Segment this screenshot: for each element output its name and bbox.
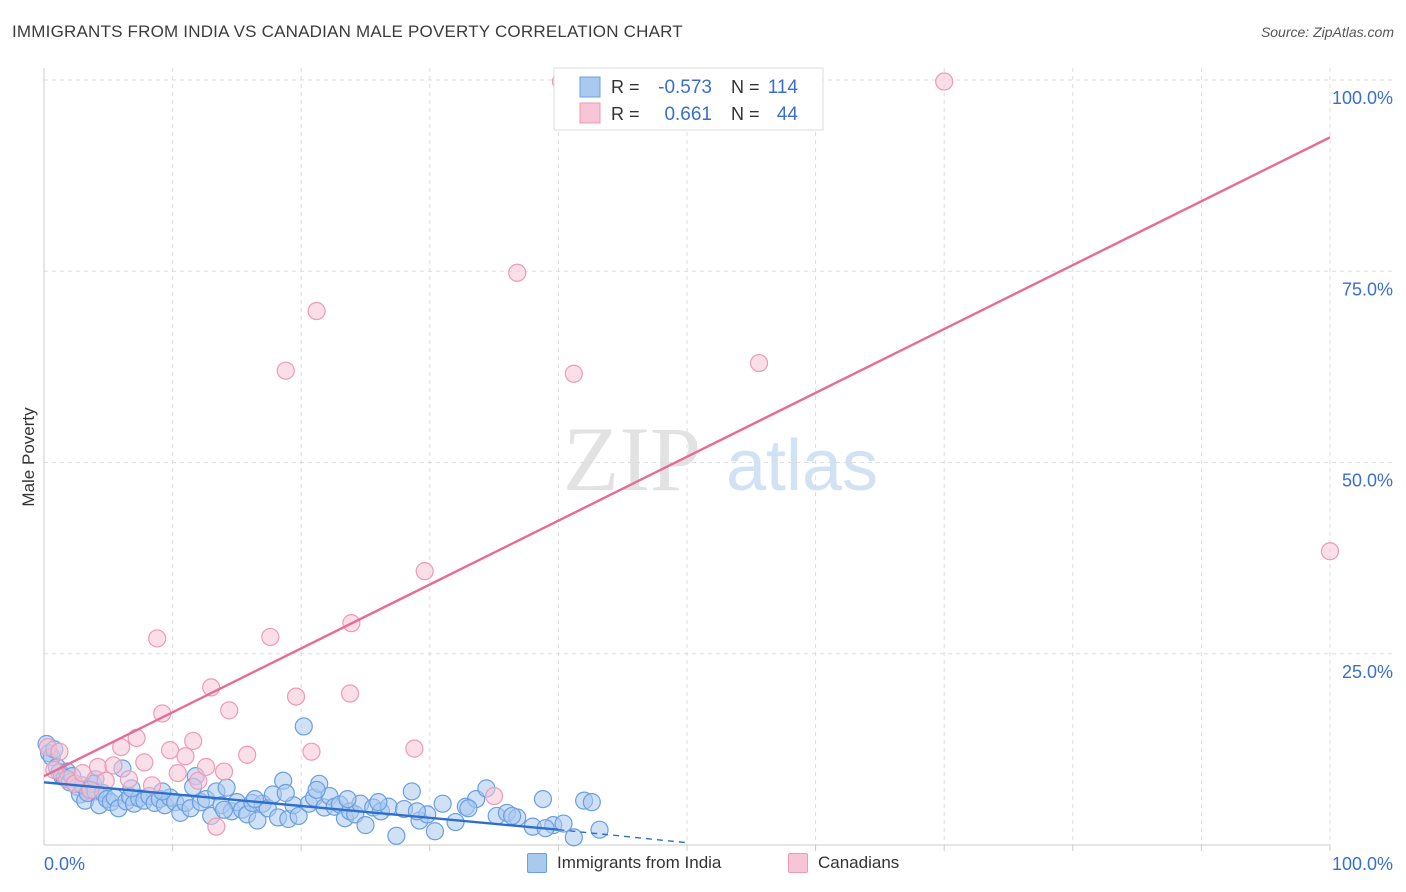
point-canadians [935, 72, 954, 91]
point-india [533, 789, 553, 809]
point-canadians [307, 301, 326, 321]
trend-line-india [43, 781, 559, 831]
stats-n-value-1: 114 [768, 77, 799, 98]
point-canadians [119, 770, 138, 789]
point-canadians [135, 753, 154, 772]
watermark-zip: ZIP [563, 408, 701, 510]
y-tick-label: 100.0% [1332, 88, 1393, 108]
point-india [294, 717, 313, 736]
point-india [402, 782, 421, 801]
stats-swatch-pink [579, 102, 601, 124]
point-canadians [214, 762, 234, 781]
point-india [356, 816, 375, 835]
point-canadians [261, 627, 280, 647]
point-canadians [81, 780, 100, 800]
point-india [245, 789, 265, 809]
x-tick-label-100: 100.0% [1332, 854, 1393, 874]
point-canadians [302, 742, 321, 761]
watermark-atlas: atlas [726, 426, 878, 506]
point-canadians [96, 771, 115, 790]
point-canadians [340, 684, 360, 703]
grid [44, 68, 1395, 845]
stats-r-label-2: R = [611, 104, 640, 124]
y-tick-label: 25.0% [1342, 662, 1393, 682]
point-canadians [1320, 542, 1340, 561]
point-canadians [176, 747, 195, 766]
point-india [214, 800, 234, 819]
stats-n-label-2: N = [731, 104, 760, 124]
point-canadians [276, 361, 295, 380]
y-tick-label: 75.0% [1342, 279, 1393, 299]
chart-title: IMMIGRANTS FROM INDIA VS CANADIAN MALE P… [12, 22, 683, 41]
point-canadians [564, 364, 583, 383]
point-india [289, 806, 308, 826]
point-canadians [189, 771, 208, 790]
stats-n-label-1: N = [731, 77, 760, 97]
stats-legend: R = -0.573 N = 114 R = 0.661 N = 44 [553, 67, 824, 131]
point-canadians [73, 763, 92, 783]
series-canadians-points [38, 72, 1340, 836]
point-canadians [104, 756, 123, 775]
y-tick-label: 50.0% [1342, 471, 1393, 491]
point-canadians [238, 745, 257, 764]
point-canadians [168, 763, 187, 783]
point-canadians [196, 757, 216, 777]
point-india [446, 812, 465, 832]
stats-r-value-1: -0.573 [658, 77, 712, 98]
point-india [387, 826, 406, 845]
x-tick-label-0: 0.0% [44, 854, 85, 874]
point-india [217, 778, 236, 797]
point-canadians [142, 776, 162, 795]
point-canadians [184, 731, 203, 751]
point-india [248, 811, 267, 830]
legend-swatch-canadians [788, 853, 808, 873]
point-canadians [485, 786, 504, 806]
point-india [590, 820, 609, 839]
point-canadians [50, 742, 69, 761]
point-canadians [415, 562, 434, 581]
stats-r-value-2: 0.661 [664, 104, 712, 125]
axes: 25.0% 50.0% 75.0% 100.0% [43, 68, 1393, 851]
point-india [338, 789, 357, 809]
point-canadians [207, 817, 226, 836]
point-canadians [405, 739, 424, 758]
watermark: ZIP atlas [563, 408, 878, 510]
point-india [276, 783, 295, 803]
trend-lines [43, 136, 1331, 844]
stats-n-value-2: 44 [777, 104, 799, 125]
source-label: Source: ZipAtlas.com [1260, 24, 1394, 40]
point-india [307, 780, 326, 800]
legend-swatch-india [527, 853, 547, 873]
stats-swatch-blue [579, 76, 601, 98]
point-india [564, 828, 583, 847]
point-canadians [148, 629, 167, 648]
legend-item-canadians[interactable]: Canadians [788, 853, 899, 873]
point-india [503, 806, 522, 826]
point-india [433, 794, 452, 813]
legend-item-india[interactable]: Immigrants from India [527, 853, 721, 873]
legend-label-india: Immigrants from India [557, 853, 722, 872]
stats-r-label-1: R = [611, 77, 640, 97]
point-india [582, 793, 601, 812]
point-canadians [160, 741, 180, 760]
point-canadians [508, 263, 527, 282]
y-axis-label: Male Poverty [19, 407, 38, 507]
point-india [425, 822, 445, 841]
point-india [459, 799, 478, 818]
legend-label-canadians: Canadians [818, 853, 900, 872]
point-canadians [220, 701, 239, 720]
point-canadians [749, 353, 769, 373]
trend-line-canadians [43, 136, 1331, 778]
point-india [369, 793, 388, 812]
point-india [554, 814, 573, 833]
point-canadians [286, 687, 306, 706]
